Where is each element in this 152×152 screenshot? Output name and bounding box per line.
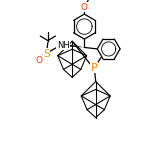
Text: NH: NH bbox=[57, 41, 69, 50]
Text: O: O bbox=[81, 3, 88, 12]
Text: S: S bbox=[43, 48, 50, 59]
Polygon shape bbox=[66, 44, 84, 47]
Text: O: O bbox=[35, 56, 42, 65]
Text: P: P bbox=[91, 63, 98, 73]
